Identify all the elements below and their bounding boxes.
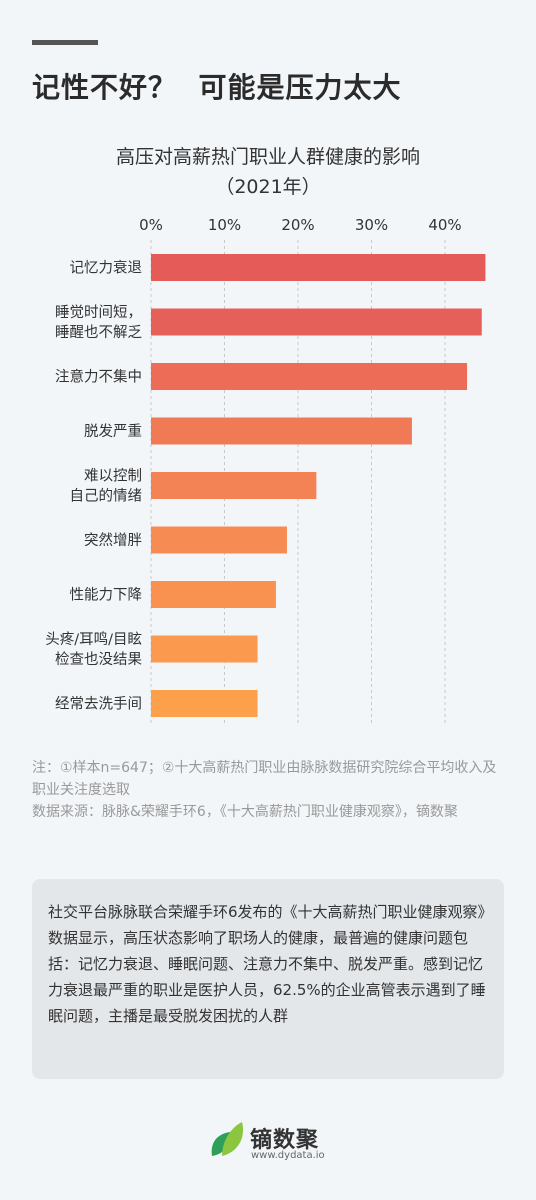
- bar: [151, 363, 468, 390]
- category-label: 突然增胖: [84, 532, 142, 549]
- category-label: 性能力下降: [70, 587, 143, 604]
- headline: 记性不好？ 可能是压力太大: [32, 71, 402, 104]
- chart-subtitle: （2021年）: [215, 176, 321, 198]
- bar: [151, 526, 287, 554]
- x-tick-label: 20%: [281, 216, 314, 234]
- x-tick-label: 30%: [355, 216, 388, 234]
- bar: [151, 690, 258, 717]
- bar: [151, 581, 276, 608]
- category-label: 检查也没结果: [55, 651, 142, 668]
- summary-box: 社交平台脉脉联合荣耀手环6发布的《十大高薪热门职业健康观察》数据显示，高压状态影…: [32, 879, 504, 1079]
- category-label: 经常去洗手间: [55, 696, 142, 713]
- x-tick-label: 40%: [428, 216, 461, 234]
- category-label: 头疼/耳鸣/目眩: [45, 631, 142, 648]
- category-label: 睡醒也不解乏: [55, 324, 142, 341]
- category-label: 脱发严重: [84, 423, 142, 440]
- bar: [151, 254, 486, 281]
- x-tick-label: 0%: [139, 216, 163, 234]
- category-label: 注意力不集中: [55, 368, 142, 386]
- notes: 注：①样本n=647；②十大高薪热门职业由脉脉数据研究院综合平均收入及职业关注度…: [32, 757, 510, 823]
- bar: [151, 417, 412, 445]
- top-rule: [32, 40, 98, 45]
- note-sample: 注：①样本n=647；②十大高薪热门职业由脉脉数据研究院综合平均收入及职业关注度…: [32, 760, 497, 798]
- category-label: 自己的情绪: [70, 488, 143, 505]
- bar: [151, 635, 258, 663]
- leaf-logo-icon: [211, 1122, 244, 1156]
- category-label: 睡觉时间短，: [55, 304, 142, 321]
- bar: [151, 472, 317, 499]
- bar: [151, 308, 482, 336]
- chart-title: 高压对高薪热门职业人群健康的影响: [115, 146, 420, 168]
- logo-url: www.dydata.io: [251, 1150, 325, 1161]
- category-label: 记忆力衰退: [70, 260, 143, 277]
- category-label: 难以控制: [84, 468, 142, 485]
- x-tick-label: 10%: [208, 216, 241, 234]
- logo-name: 镝数聚: [250, 1128, 320, 1153]
- note-source: 数据来源：脉脉&荣耀手环6，《十大高薪热门职业健康观察》，镝数聚: [32, 804, 458, 820]
